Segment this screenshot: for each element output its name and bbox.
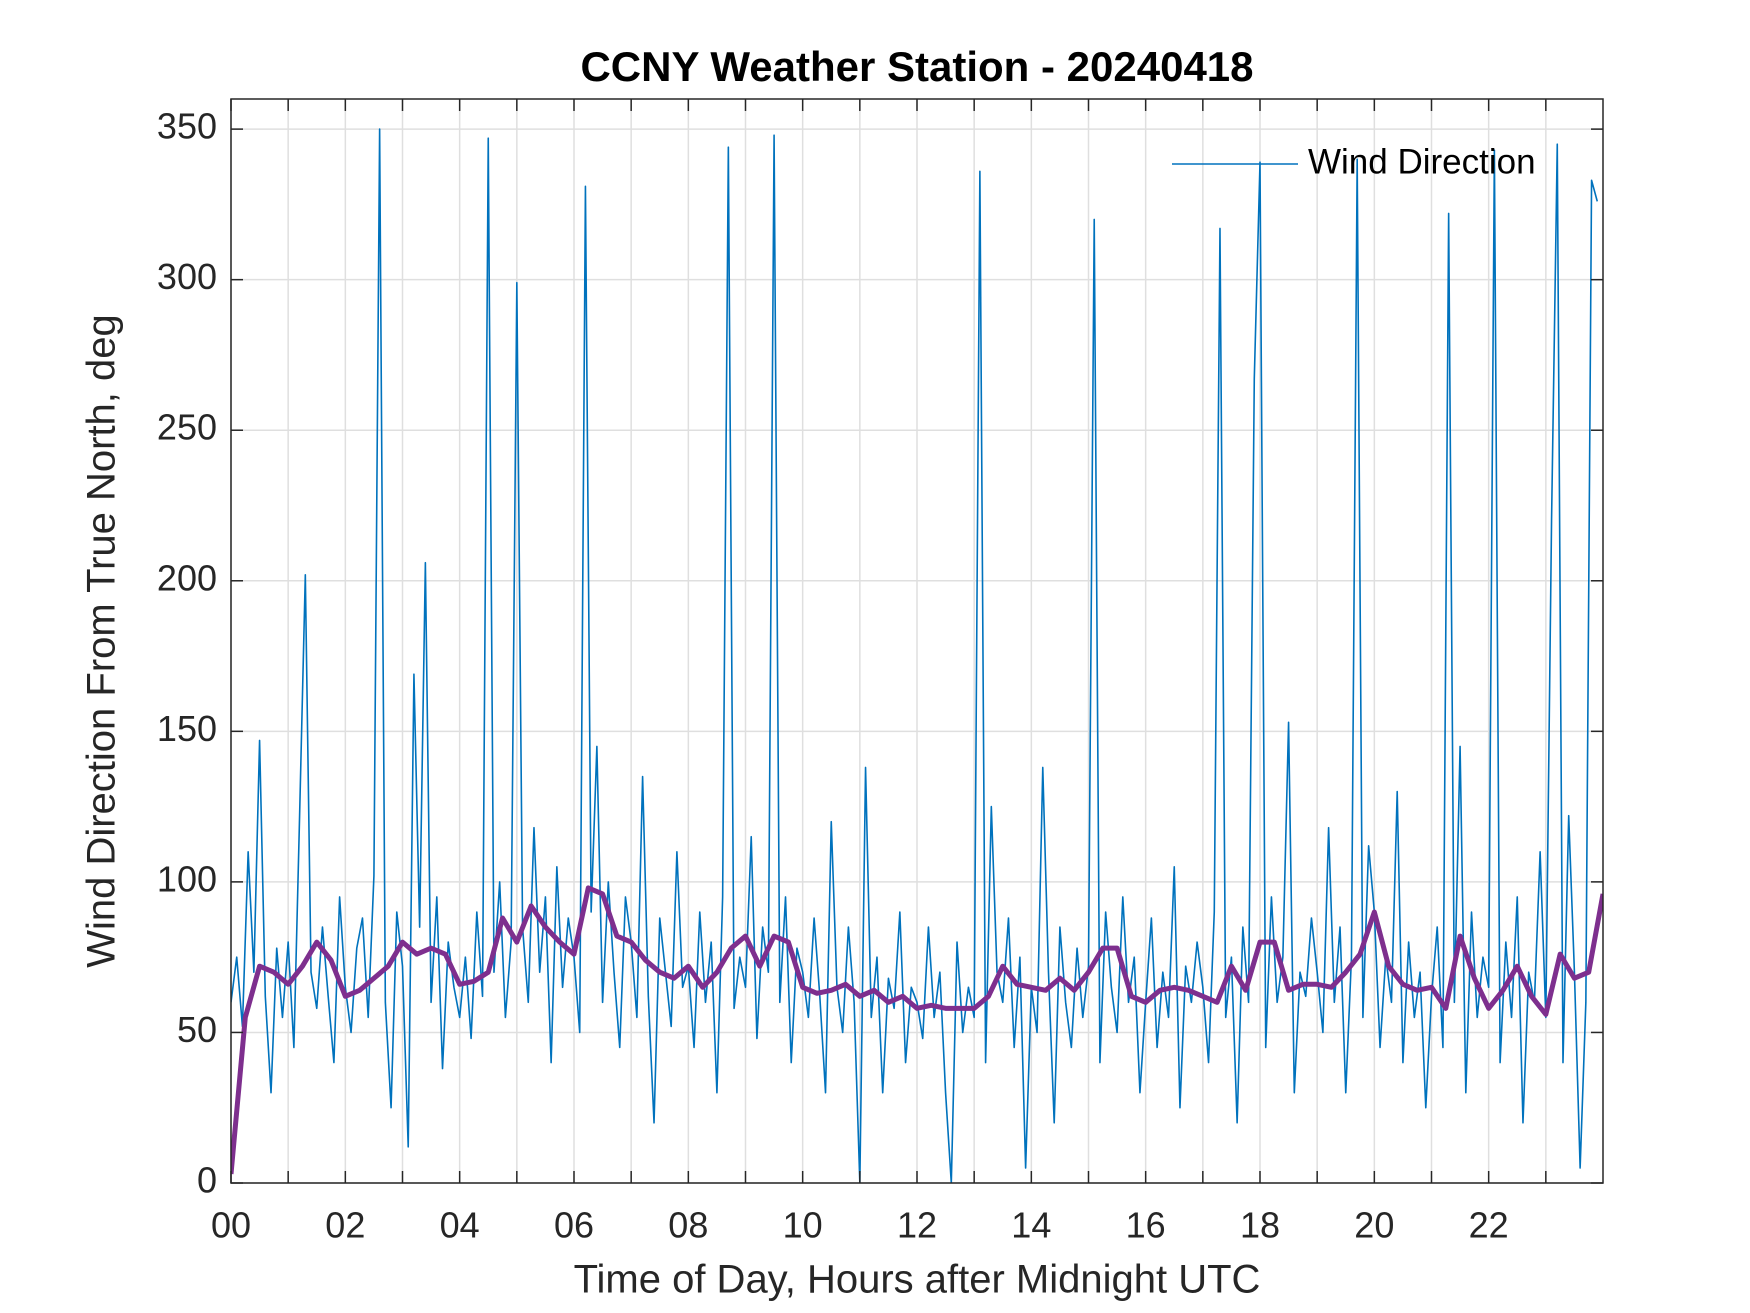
y-tick-label: 0 [197, 1160, 217, 1201]
x-tick-label: 00 [211, 1205, 251, 1246]
y-tick-label: 350 [157, 106, 217, 147]
y-tick-label: 250 [157, 407, 217, 448]
x-tick-label: 16 [1126, 1205, 1166, 1246]
x-tick-label: 18 [1240, 1205, 1280, 1246]
x-tick-label: 10 [783, 1205, 823, 1246]
legend-label: Wind Direction [1308, 142, 1536, 181]
y-tick-label: 300 [157, 256, 217, 297]
x-tick-label: 06 [554, 1205, 594, 1246]
y-tick-label: 50 [177, 1009, 217, 1050]
chart-title: CCNY Weather Station - 20240418 [580, 43, 1253, 90]
x-tick-label: 08 [668, 1205, 708, 1246]
y-tick-label: 200 [157, 557, 217, 598]
y-axis-label: Wind Direction From True North, deg [80, 314, 124, 968]
x-tick-label: 20 [1354, 1205, 1394, 1246]
data-line [231, 885, 1603, 1175]
y-tick-label: 150 [157, 708, 217, 749]
x-tick-label: 02 [325, 1205, 365, 1246]
x-tick-label: 12 [897, 1205, 937, 1246]
x-axis-label: Time of Day, Hours after Midnight UTC [574, 1258, 1261, 1302]
x-tick-label: 22 [1469, 1205, 1509, 1246]
x-tick-label: 04 [440, 1205, 480, 1246]
x-tick-label: 14 [1011, 1205, 1051, 1246]
y-tick-label: 100 [157, 858, 217, 899]
data-line [231, 128, 1599, 1183]
